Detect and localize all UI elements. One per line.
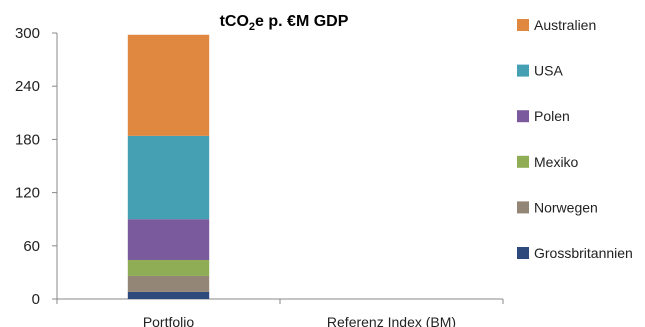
- legend-label: Norwegen: [534, 199, 598, 215]
- x-tick-label: Referenz Index (BM): [327, 314, 456, 327]
- y-tick-label: 240: [15, 78, 40, 95]
- y-tick-label: 0: [32, 291, 40, 308]
- bars: [127, 34, 210, 299]
- legend-label: Grossbritannien: [534, 245, 633, 261]
- bar-segment: [127, 275, 210, 292]
- legend-swatch: [517, 155, 529, 168]
- bar-segment: [127, 259, 210, 276]
- y-axis: 0 60 120 180 240 300: [15, 25, 58, 308]
- y-tick-label: 300: [15, 25, 40, 42]
- x-tick-label: Portfolio: [143, 314, 195, 327]
- y-tick-label: 120: [15, 185, 40, 202]
- y-tick-label: 60: [23, 238, 40, 255]
- bar-segment: [127, 219, 210, 260]
- bar-segment: [127, 34, 210, 136]
- legend-label: Mexiko: [534, 154, 579, 170]
- chart-title: tCO2e p. €M GDP: [220, 13, 349, 33]
- y-tick-label: 180: [15, 131, 40, 148]
- legend: Australien USA Polen Mexiko Norwegen Grossbri…: [517, 17, 633, 261]
- legend-label: Polen: [534, 108, 570, 124]
- bar-segment: [127, 135, 210, 220]
- legend-label: Australien: [534, 17, 596, 33]
- legend-swatch: [517, 110, 529, 123]
- legend-label: USA: [534, 63, 563, 79]
- legend-swatch: [517, 19, 529, 31]
- x-axis: Portfolio Referenz Index (BM): [56, 298, 504, 327]
- legend-swatch: [517, 247, 529, 259]
- bar-segment: [127, 291, 210, 299]
- legend-swatch: [517, 64, 529, 77]
- legend-swatch: [517, 201, 529, 214]
